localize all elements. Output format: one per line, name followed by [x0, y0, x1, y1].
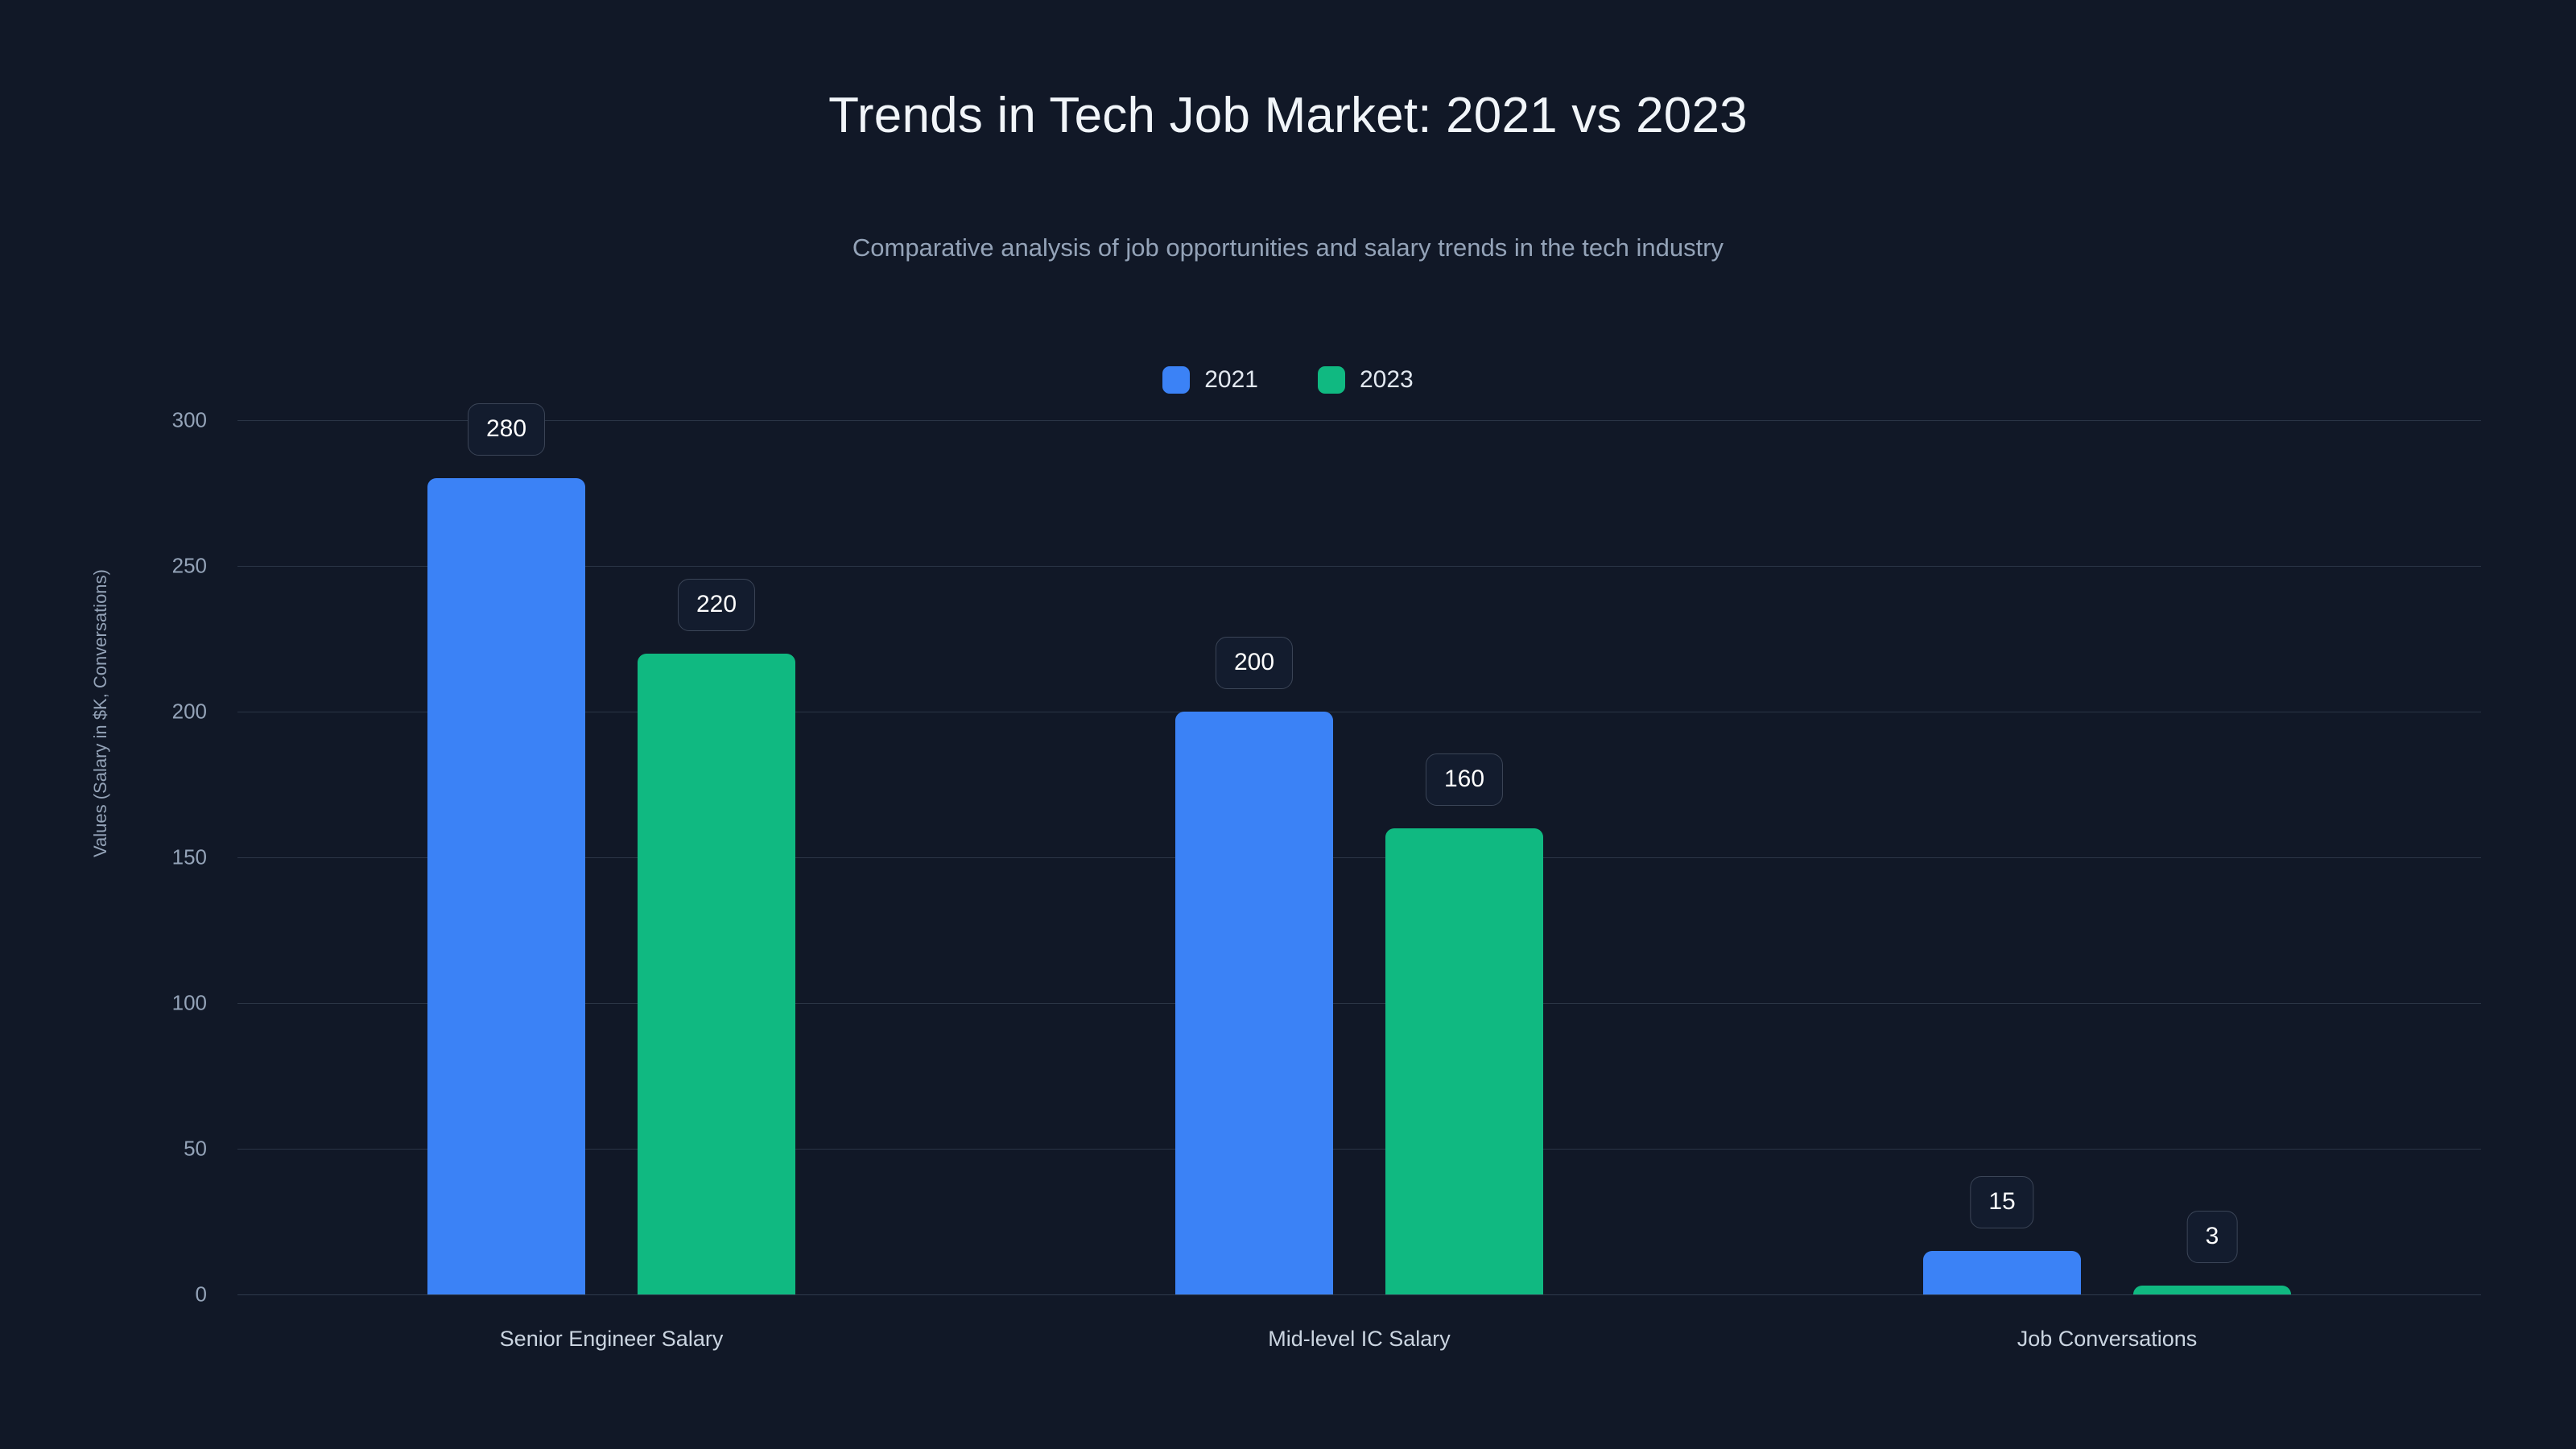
gridline: [237, 566, 2481, 567]
bar-2021-0[interactable]: [427, 478, 585, 1294]
gridline: [237, 420, 2481, 421]
gridline: [237, 1294, 2481, 1295]
bar-2021-2[interactable]: [1923, 1250, 2081, 1294]
y-axis-tick-label: 150: [171, 844, 207, 869]
x-axis-tick-label: Senior Engineer Salary: [499, 1327, 724, 1351]
bar-2023-2[interactable]: [2133, 1286, 2291, 1294]
bar-2023-0[interactable]: [638, 653, 795, 1294]
legend-swatch-icon-2021: [1162, 366, 1191, 394]
value-badge: 280: [467, 403, 546, 456]
y-axis-tick-label: 50: [184, 1136, 207, 1161]
plot-area: 0 50 100 150 200 250 300 280 220 Senior Engineer …: [172, 403, 2481, 1351]
page-title: Trends in Tech Job Market: 2021 vs 2023: [828, 88, 1748, 143]
bar-2021-1[interactable]: [1175, 712, 1333, 1294]
value-badge: 15: [1970, 1175, 2034, 1228]
chart-legend: 2021 2023: [0, 366, 2576, 394]
y-axis-tick-label: 0: [195, 1282, 207, 1307]
bar-2023-1[interactable]: [1385, 828, 1543, 1294]
value-badge: 220: [677, 578, 756, 631]
x-axis-tick-label: Job Conversations: [2017, 1327, 2198, 1351]
y-axis-tick-label: 100: [171, 990, 207, 1015]
value-badge: 3: [2186, 1211, 2238, 1264]
value-badge: 200: [1215, 637, 1294, 689]
y-axis-tick-label: 200: [171, 699, 207, 724]
y-axis-label: Values (Salary in $K, Conversations): [90, 569, 110, 857]
legend-label-2023: 2023: [1360, 366, 1414, 393]
gridline: [237, 1003, 2481, 1004]
legend-label-2021: 2021: [1204, 366, 1258, 393]
y-axis-tick-label: 250: [171, 553, 207, 578]
y-axis-tick-label: 300: [171, 407, 207, 432]
x-axis-tick-label: Mid-level IC Salary: [1268, 1327, 1451, 1351]
legend-item-2023[interactable]: 2023: [1318, 366, 1414, 394]
gridline: [237, 857, 2481, 858]
legend-swatch-icon-2023: [1318, 366, 1345, 394]
chart-subtitle: Comparative analysis of job opportunitie…: [852, 233, 1724, 262]
legend-item-2021[interactable]: 2021: [1162, 366, 1258, 394]
value-badge: 160: [1425, 753, 1504, 806]
gridline: [237, 1149, 2481, 1150]
